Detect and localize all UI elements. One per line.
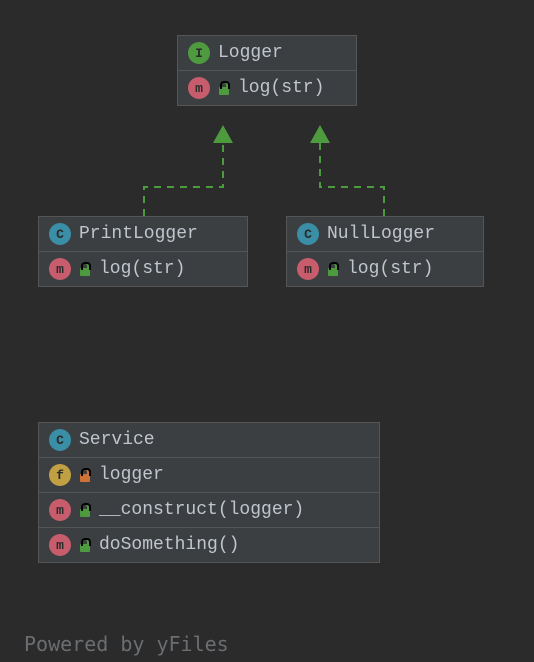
realization-edge xyxy=(320,139,384,216)
visibility-icon xyxy=(79,468,91,482)
field-row: f logger xyxy=(39,458,379,493)
row-label: Logger xyxy=(218,43,283,63)
row-label: log(str) xyxy=(347,259,433,279)
visibility-icon xyxy=(218,81,230,95)
row-label: doSomething() xyxy=(99,535,239,555)
method-row: m log(str) xyxy=(39,252,247,286)
visibility-icon xyxy=(79,538,91,552)
class-row: C NullLogger xyxy=(287,217,483,252)
method-row: m log(str) xyxy=(178,71,356,105)
class-row: C Service xyxy=(39,423,379,458)
class-badge-icon: C xyxy=(49,223,71,245)
field-badge-icon: f xyxy=(49,464,71,486)
method-badge-icon: m xyxy=(49,534,71,556)
interface-badge-icon: I xyxy=(188,42,210,64)
method-badge-icon: m xyxy=(297,258,319,280)
uml-class-nulllogger: C NullLogger m log(str) xyxy=(286,216,484,287)
row-label: log(str) xyxy=(99,259,185,279)
row-label: PrintLogger xyxy=(79,224,198,244)
diagram-canvas: ILoggerm log(str)CPrintLoggerm log(str)C… xyxy=(0,0,534,662)
row-label: logger xyxy=(99,465,164,485)
visibility-icon xyxy=(327,262,339,276)
method-badge-icon: m xyxy=(49,258,71,280)
method-badge-icon: m xyxy=(49,499,71,521)
interface-row: I Logger xyxy=(178,36,356,71)
method-row: m doSomething() xyxy=(39,528,379,562)
method-row: m __construct(logger) xyxy=(39,493,379,528)
uml-class-service: CServicef loggerm __construct(logger)m d… xyxy=(38,422,380,563)
class-badge-icon: C xyxy=(297,223,319,245)
class-badge-icon: C xyxy=(49,429,71,451)
method-badge-icon: m xyxy=(188,77,210,99)
row-label: __construct(logger) xyxy=(99,500,304,520)
uml-class-logger: ILoggerm log(str) xyxy=(177,35,357,106)
method-row: m log(str) xyxy=(287,252,483,286)
row-label: NullLogger xyxy=(327,224,435,244)
row-label: Service xyxy=(79,430,155,450)
row-label: log(str) xyxy=(238,78,324,98)
footer-watermark: Powered by yFiles xyxy=(24,632,229,656)
arrowhead-icon xyxy=(213,125,233,143)
realization-edge xyxy=(144,139,223,216)
uml-class-printlogger: C PrintLogger m log(str) xyxy=(38,216,248,287)
arrowhead-icon xyxy=(310,125,330,143)
visibility-icon xyxy=(79,503,91,517)
visibility-icon xyxy=(79,262,91,276)
class-row: C PrintLogger xyxy=(39,217,247,252)
